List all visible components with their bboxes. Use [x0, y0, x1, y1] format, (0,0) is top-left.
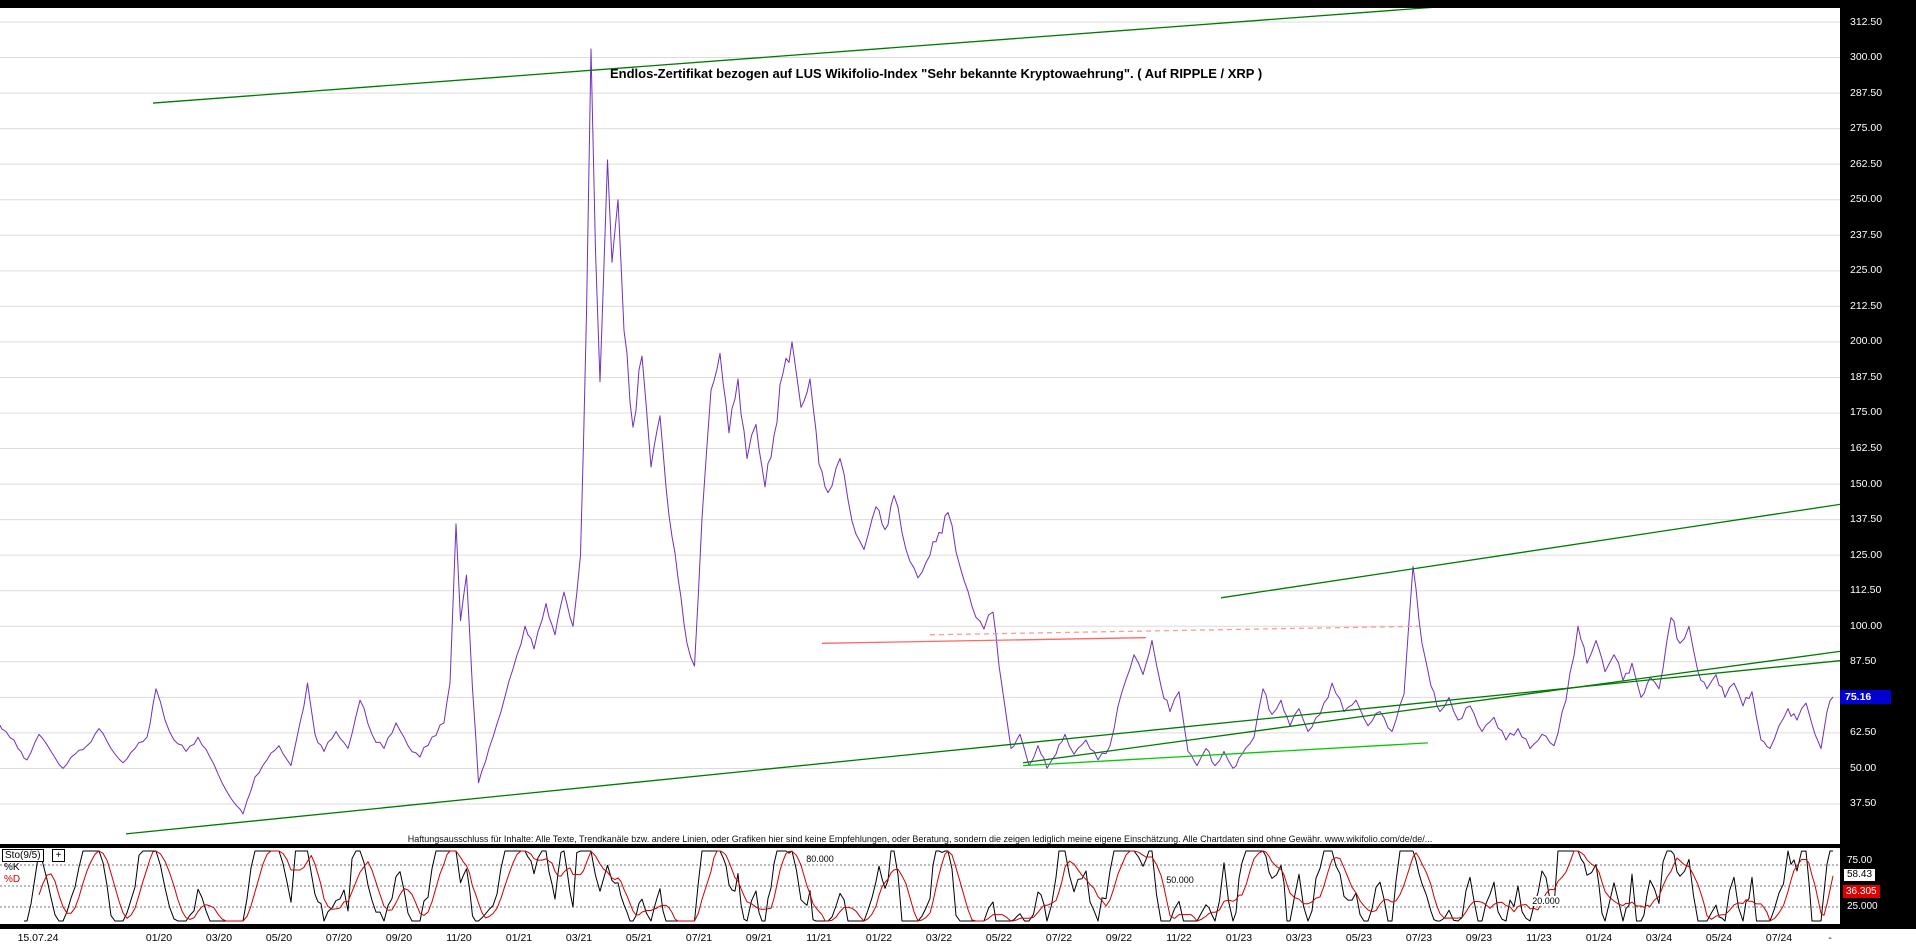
sto-axis[interactable]: 75.00 58.43 36.305 25.000	[1840, 848, 1916, 924]
price-axis-label: 200.00	[1850, 335, 1883, 348]
time-axis-label: 07/23	[1405, 932, 1433, 944]
time-axis-label: 01/23	[1225, 932, 1253, 944]
time-axis-label: 05/20	[265, 932, 293, 944]
price-chart[interactable]: Endlos-Zertifikat bezogen auf LUS Wikifo…	[0, 8, 1840, 844]
price-axis-label: 100.00	[1850, 619, 1883, 632]
time-axis-label: 09/20	[385, 932, 413, 944]
time-axis-label: 05/24	[1705, 932, 1733, 944]
time-axis-label: 03/21	[565, 932, 593, 944]
price-axis-label: 275.00	[1850, 122, 1883, 135]
time-axis-label: 11/22	[1166, 932, 1192, 944]
time-axis-label: 07/24	[1765, 932, 1793, 944]
time-axis-label: 11/23	[1526, 932, 1552, 944]
time-axis-label: 11/20	[446, 932, 472, 944]
disclaimer-text: Haftungsausschluss für Inhalte: Alle Tex…	[407, 834, 1433, 844]
price-chart-canvas[interactable]	[0, 8, 1840, 844]
time-axis-label: 09/21	[745, 932, 773, 944]
time-axis-label: 01/21	[505, 932, 533, 944]
time-axis-label: 03/23	[1285, 932, 1313, 944]
price-axis-label: 262.50	[1850, 157, 1883, 170]
last-price-tag: 75.16	[1840, 689, 1891, 704]
stochastic-panel[interactable]: Sto(9/5) + %K %D 80.000 50.000 20.000	[0, 848, 1840, 924]
time-axis-label: 03/20	[205, 932, 233, 944]
sto-level-label: 50.000	[1164, 875, 1196, 885]
price-axis-label: 175.00	[1850, 406, 1883, 419]
price-axis-label: 287.50	[1850, 86, 1883, 99]
time-axis-label: 09/22	[1105, 932, 1133, 944]
time-axis-start-date: 15.07.24	[17, 932, 59, 944]
time-axis[interactable]: 15.07.24 01/20 03/20 05/20 07/20 09/20 11/20 01…	[0, 929, 1916, 948]
sto-scale-25: 25.000	[1847, 901, 1878, 912]
sto-k-label: %K	[4, 862, 20, 873]
price-axis-label: 187.50	[1850, 370, 1883, 383]
sto-level-label: 20.000	[1530, 896, 1562, 906]
time-axis-label: 03/22	[925, 932, 953, 944]
price-axis-label: 87.50	[1850, 655, 1877, 668]
time-axis-label: 05/22	[985, 932, 1013, 944]
price-axis-label: 37.50	[1850, 797, 1877, 810]
price-axis-label: 150.00	[1850, 477, 1883, 490]
time-axis-label: 07/21	[685, 932, 713, 944]
sto-d-value-tag: 36.305	[1843, 885, 1880, 898]
price-axis-label: 300.00	[1850, 51, 1883, 64]
chart-title: Endlos-Zertifikat bezogen auf LUS Wikifo…	[610, 66, 1263, 81]
time-axis-label: 01/20	[145, 932, 173, 944]
stochastic-canvas[interactable]	[0, 848, 1840, 924]
price-axis[interactable]: 312.50 300.00 287.50 275.00 262.50 250.00 237.…	[1840, 8, 1916, 844]
price-axis-label: 125.00	[1850, 548, 1883, 561]
time-axis-label: 09/23	[1465, 932, 1493, 944]
price-axis-label: 162.50	[1850, 442, 1883, 455]
time-axis-label: 07/22	[1045, 932, 1073, 944]
sto-k-value-tag: 58.43	[1843, 868, 1877, 882]
price-axis-label: 112.50	[1850, 584, 1882, 597]
price-axis-label: 225.00	[1850, 264, 1883, 277]
price-axis-label: 250.00	[1850, 193, 1883, 206]
time-axis-label: 01/24	[1585, 932, 1613, 944]
time-axis-label: 03/24	[1645, 932, 1673, 944]
sto-d-label: %D	[4, 874, 21, 885]
price-axis-label: 312.50	[1850, 15, 1883, 28]
time-axis-tail: -	[1828, 932, 1832, 944]
sto-scale-75: 75.00	[1847, 855, 1873, 866]
sto-indicator-label[interactable]: Sto(9/5)	[2, 849, 44, 862]
price-axis-label: 62.50	[1850, 726, 1877, 739]
sto-level-label: 80.000	[804, 854, 836, 864]
time-axis-label: 11/21	[806, 932, 832, 944]
add-indicator-button[interactable]: +	[52, 849, 65, 862]
price-axis-label: 237.50	[1850, 228, 1883, 241]
time-axis-label: 07/20	[325, 932, 353, 944]
time-axis-label: 01/22	[865, 932, 893, 944]
time-axis-label: 05/21	[625, 932, 653, 944]
price-axis-label: 212.50	[1850, 299, 1883, 312]
time-axis-label: 05/23	[1345, 932, 1373, 944]
price-axis-label: 137.50	[1850, 513, 1883, 526]
price-axis-label: 50.00	[1850, 761, 1877, 774]
